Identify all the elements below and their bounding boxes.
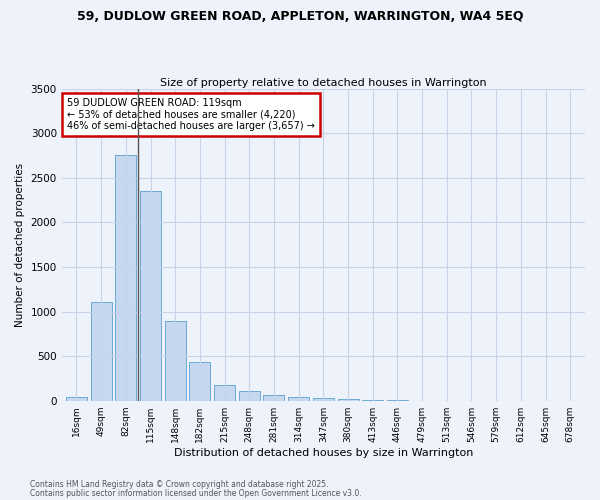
X-axis label: Distribution of detached houses by size in Warrington: Distribution of detached houses by size …	[173, 448, 473, 458]
Bar	[190, 362, 211, 401]
Bar	[165, 322, 186, 400]
Text: Contains public sector information licensed under the Open Government Licence v3: Contains public sector information licen…	[30, 488, 362, 498]
Text: 59 DUDLOW GREEN ROAD: 119sqm
← 53% of detached houses are smaller (4,220)
46% of: 59 DUDLOW GREEN ROAD: 119sqm ← 53% of de…	[67, 98, 315, 132]
Bar	[140, 192, 161, 400]
Y-axis label: Number of detached properties: Number of detached properties	[15, 162, 25, 327]
Bar	[263, 395, 284, 400]
Bar	[338, 399, 359, 400]
Text: 59, DUDLOW GREEN ROAD, APPLETON, WARRINGTON, WA4 5EQ: 59, DUDLOW GREEN ROAD, APPLETON, WARRING…	[77, 10, 523, 23]
Text: Contains HM Land Registry data © Crown copyright and database right 2025.: Contains HM Land Registry data © Crown c…	[30, 480, 329, 489]
Bar	[313, 398, 334, 400]
Bar	[239, 392, 260, 400]
Title: Size of property relative to detached houses in Warrington: Size of property relative to detached ho…	[160, 78, 487, 88]
Bar	[115, 154, 136, 400]
Bar	[288, 396, 309, 400]
Bar	[214, 385, 235, 400]
Bar	[66, 396, 87, 400]
Bar	[91, 302, 112, 400]
